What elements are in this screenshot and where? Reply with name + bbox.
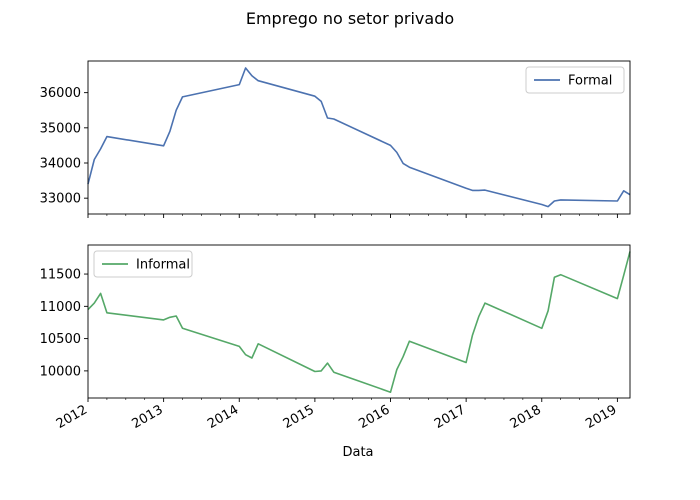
legend-box bbox=[93, 250, 193, 278]
x-axis-label: Data bbox=[342, 445, 373, 460]
x-tick-label: 2012 bbox=[54, 402, 90, 432]
y-tick-label: 36000 bbox=[40, 86, 81, 101]
x-tick-label: 2016 bbox=[356, 402, 392, 432]
x-tick-label: 2018 bbox=[508, 402, 544, 432]
x-tick-label: 2019 bbox=[583, 402, 619, 432]
x-tick-label: 2017 bbox=[432, 402, 468, 432]
x-tick-label: 2013 bbox=[129, 402, 165, 432]
figure-title: Emprego no setor privado bbox=[246, 9, 454, 28]
y-tick-label: 10000 bbox=[40, 364, 81, 379]
series-line-formal bbox=[87, 67, 631, 208]
axes-frame bbox=[87, 244, 631, 399]
panel-formal: 33000 34000 35000 36000 Formal bbox=[40, 60, 631, 218]
y-tick-label: 33000 bbox=[40, 192, 81, 207]
y-tick-label: 10500 bbox=[40, 332, 81, 347]
y-tick-label: 35000 bbox=[40, 121, 81, 136]
y-tick-label: 34000 bbox=[40, 157, 81, 172]
legend-box bbox=[525, 66, 625, 94]
legend-label: Formal bbox=[568, 74, 612, 89]
panel-informal: 10000 10500 11000 11500 2012 2013 2014 2015 2016… bbox=[40, 244, 631, 432]
x-tick-label: 2014 bbox=[205, 402, 241, 432]
x-tick-label: 2015 bbox=[281, 402, 317, 432]
y-tick-label: 11500 bbox=[40, 268, 81, 283]
y-tick-label: 11000 bbox=[40, 300, 81, 315]
axes-frame bbox=[87, 60, 631, 215]
legend-label: Informal bbox=[136, 258, 190, 273]
series-line-informal bbox=[87, 251, 631, 393]
